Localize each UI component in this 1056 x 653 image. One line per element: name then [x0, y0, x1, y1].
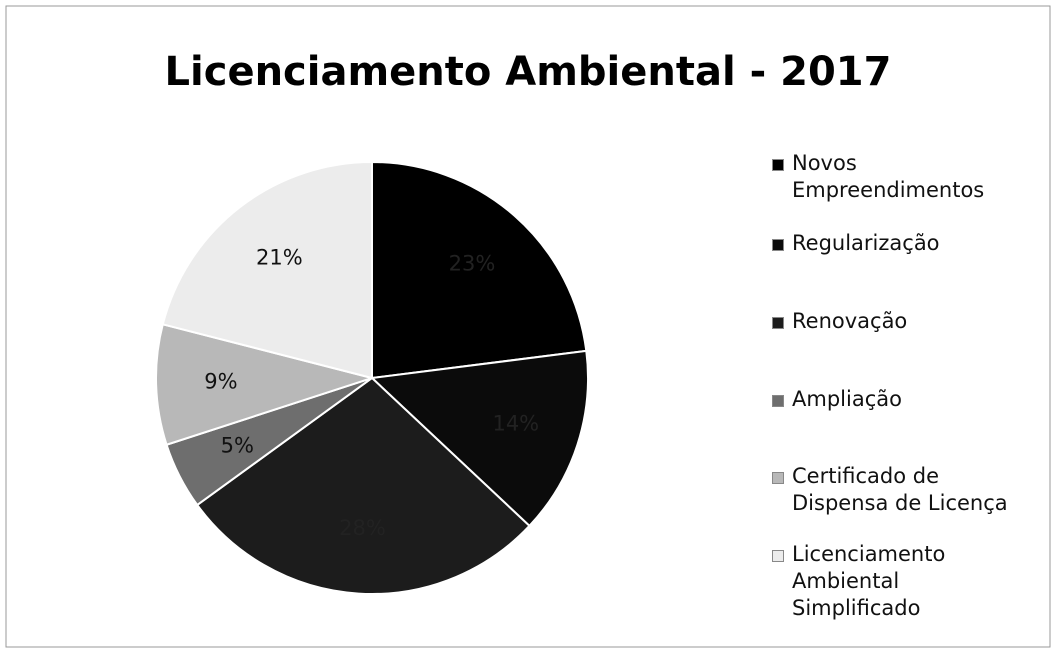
legend-label: Renovação — [792, 309, 908, 333]
legend-swatch — [772, 550, 784, 562]
legend-label: Licenciamento Ambiental Simplificado — [792, 542, 946, 620]
legend-entry: Certificado de Dispensa de Licença — [772, 463, 1042, 517]
legend-label: Ampliação — [792, 387, 902, 411]
legend-swatch — [772, 395, 784, 407]
legend-entry: Regularização — [772, 230, 1042, 257]
legend-swatch — [772, 159, 784, 171]
legend-entry: Ampliação — [772, 386, 1042, 413]
data-label: 21% — [256, 246, 303, 270]
legend-label: Novos Empreendimentos — [792, 151, 985, 202]
pie-slice — [161, 160, 373, 380]
pie-slice — [155, 323, 376, 447]
chart-title: Licenciamento Ambiental - 2017 — [165, 49, 892, 95]
data-label: 23% — [449, 252, 496, 276]
legend-label: Certificado de Dispensa de Licença — [792, 464, 1008, 515]
legend-label: Regularização — [792, 231, 940, 255]
legend-swatch — [772, 472, 784, 484]
data-label: 28% — [339, 516, 386, 540]
legend-entry: Novos Empreendimentos — [772, 150, 1042, 204]
legend-swatch — [772, 239, 784, 251]
data-label: 5% — [221, 434, 254, 458]
pie-slice — [369, 349, 589, 528]
data-label: 14% — [492, 412, 539, 436]
legend-entry: Renovação — [772, 308, 1042, 335]
legend-entry: Licenciamento Ambiental Simplificado — [772, 541, 1042, 622]
legend-swatch — [772, 317, 784, 329]
pie-slice — [371, 160, 588, 380]
data-label: 9% — [204, 370, 237, 394]
pie-slice — [195, 376, 531, 595]
